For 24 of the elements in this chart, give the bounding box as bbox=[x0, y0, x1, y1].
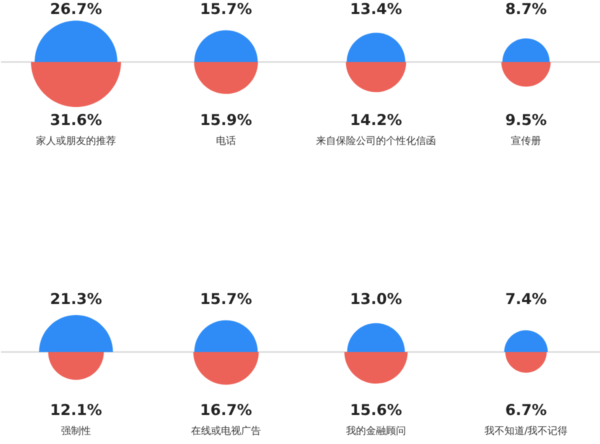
data-label: 6.7% bbox=[505, 401, 547, 419]
data-label: 31.6% bbox=[50, 111, 102, 129]
category-label: 在线或电视广告 bbox=[191, 425, 261, 437]
category-label: 家人或朋友的推荐 bbox=[36, 135, 116, 147]
data-label: 15.7% bbox=[200, 0, 252, 18]
data-label: 15.7% bbox=[200, 290, 252, 308]
category-label: 强制性 bbox=[61, 425, 91, 437]
data-label: 8.7% bbox=[505, 0, 547, 18]
category-label: 我不知道/我不记得 bbox=[484, 425, 568, 437]
data-label: 7.4% bbox=[505, 290, 547, 308]
data-label: 13.0% bbox=[350, 290, 402, 308]
data-label: 21.3% bbox=[50, 290, 102, 308]
data-label: 15.6% bbox=[350, 401, 402, 419]
data-label: 16.7% bbox=[200, 401, 252, 419]
data-label: 9.5% bbox=[505, 111, 547, 129]
data-label: 15.9% bbox=[200, 111, 252, 129]
data-label: 13.4% bbox=[350, 0, 402, 18]
data-label: 12.1% bbox=[50, 401, 102, 419]
category-label: 宣传册 bbox=[511, 135, 541, 147]
data-label: 26.7% bbox=[50, 0, 102, 18]
data-label: 14.2% bbox=[350, 111, 402, 129]
category-label: 来自保险公司的个性化信函 bbox=[316, 135, 436, 147]
category-label: 我的金融顾问 bbox=[346, 425, 406, 437]
category-label: 电话 bbox=[216, 135, 236, 147]
